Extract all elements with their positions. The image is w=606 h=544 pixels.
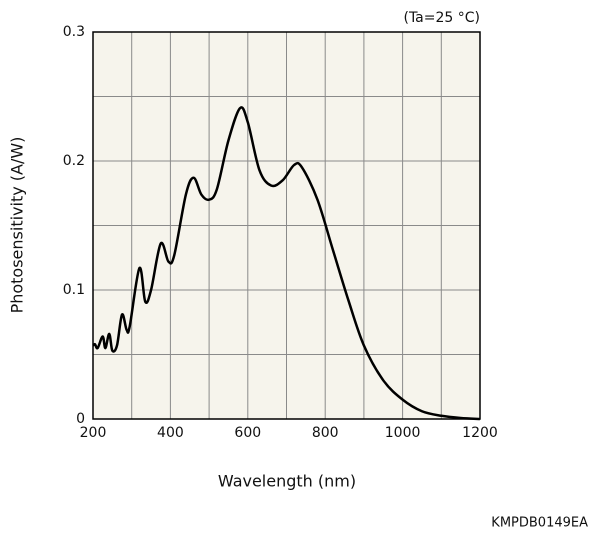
code-label: KMPDB0149EA	[491, 516, 588, 531]
x-axis-label: Wavelength (nm)	[218, 472, 356, 491]
x-tick-label: 800	[312, 425, 339, 441]
x-tick-label: 600	[234, 425, 261, 441]
x-tick-label: 200	[80, 425, 107, 441]
y-tick-label: 0.3	[63, 24, 85, 40]
y-tick-label: 0.1	[63, 282, 85, 298]
sensitivity-curve	[92, 106, 481, 421]
x-tick-label: 1200	[462, 425, 498, 441]
x-tick-label: 1000	[385, 425, 421, 441]
x-tick-label: 400	[157, 425, 184, 441]
y-tick-label: 0	[76, 411, 85, 427]
plot-frame	[92, 31, 481, 420]
y-tick-label: 0.2	[63, 153, 85, 169]
y-axis-label: Photosensitivity (A/W)	[8, 137, 27, 314]
annotation: (Ta=25 °C)	[403, 10, 480, 26]
